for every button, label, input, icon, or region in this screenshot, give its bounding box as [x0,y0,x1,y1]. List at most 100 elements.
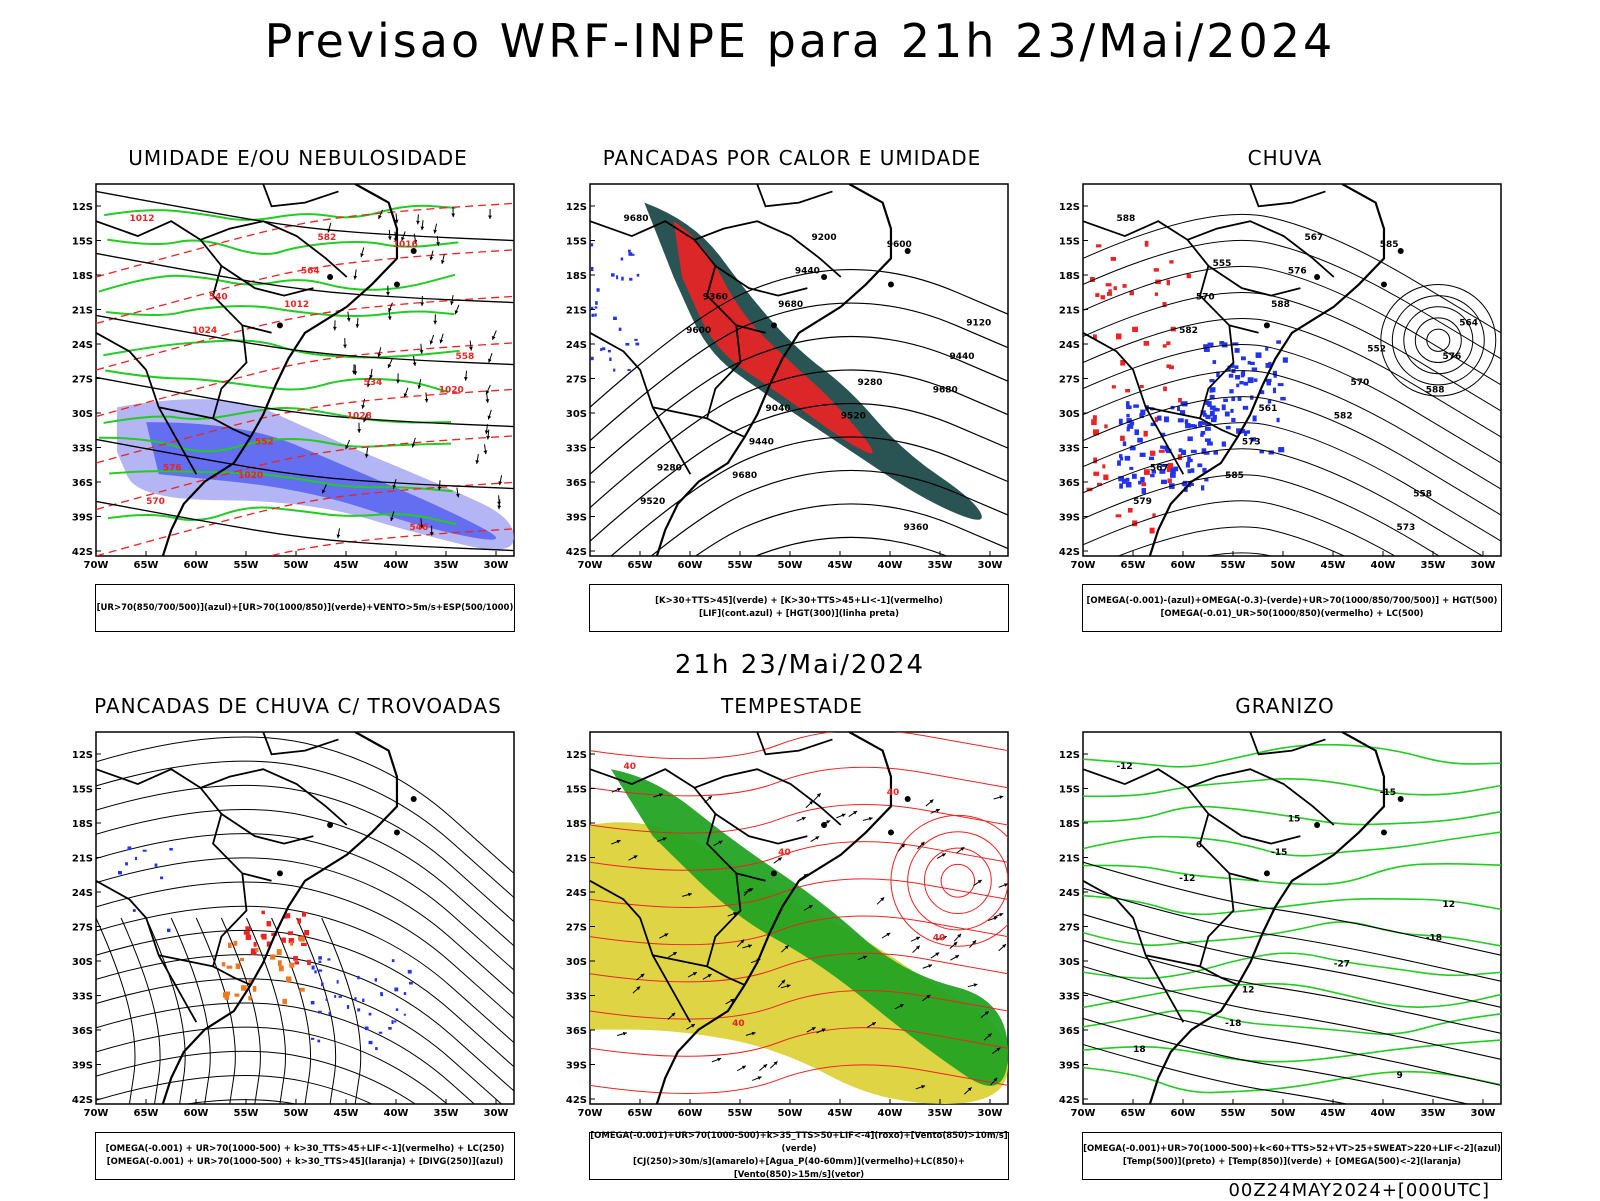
lake [1381,281,1387,287]
panel-title: PANCADAS DE CHUVA C/ TROVOADAS [63,694,533,718]
divergence-contour [127,846,131,850]
lon-label: 35W [434,560,459,571]
contour-label: 582 [318,233,337,243]
divergence-contour [337,980,339,984]
lon-label: 55W [1221,560,1246,571]
lat-label: 24S [72,888,93,899]
omega-blue-area [1210,387,1216,392]
omega-red-area [1169,260,1173,263]
omega-red-area [1163,344,1167,347]
lat-label: 39S [566,513,587,524]
omega-blue-area [1254,378,1257,381]
divergence-contour [354,998,356,1001]
omega-red-area [1163,387,1167,392]
lifted-index-contour [608,350,611,353]
contour-label: 40 [623,762,636,772]
lon-label: 45W [334,560,359,571]
omega-blue-area [1127,427,1130,432]
omega-red-area [1104,424,1107,428]
omega-red-area [1102,464,1105,468]
contour-label: 588 [1116,214,1135,224]
divergence-contour [317,1040,320,1043]
panel-legend: [OMEGA(-0.001)-(azul)+OMEGA(-0.3)-(verde… [1082,584,1502,632]
divergence-contour [169,848,173,851]
omega-red-area [1112,385,1116,388]
omega-red-area [1093,415,1097,420]
divergence-contour [318,961,321,963]
contour-label: 534 [364,378,383,388]
legend-line: [UR>70(850/700/500)](azul)+[UR>70(1000/8… [96,602,514,615]
omega-blue-area [1137,438,1143,443]
lat-label: 39S [1059,513,1080,524]
omega-blue-area [1267,381,1271,386]
omega-blue-area [1133,404,1139,407]
lon-label: 30W [484,1108,509,1119]
omega-blue-area [1235,375,1240,380]
lat-label: 30S [72,957,93,968]
divergence-contour [357,1008,360,1011]
divergence-contour [347,1005,349,1009]
divergence-contour [135,857,137,860]
contour-label: 9280 [657,463,682,473]
lon-label: 55W [728,560,753,571]
omega-red-area [1093,472,1099,476]
lat-label: 21S [566,854,587,865]
legend-line: [Temp(500)](preto) + [Temp(850)](verde) … [1083,1156,1501,1169]
storm-red-area [251,951,256,955]
omega-blue-area [1157,416,1161,421]
contour-label: 9440 [949,352,974,362]
omega-blue-area [1177,406,1180,411]
legend-line: [OMEGA(-0.001)-(azul)+OMEGA(-0.3)-(verde… [1083,595,1501,608]
lat-label: 24S [566,888,587,899]
omega-blue-area [1120,457,1123,461]
lifted-index-contour [591,314,594,317]
storm-red-area [297,918,301,923]
lon-label: 65W [134,560,159,571]
omega-blue-area [1187,436,1192,441]
lifted-index-contour [595,306,598,308]
divergence-contour [167,929,170,932]
omega-blue-area [1210,411,1215,417]
lifted-index-contour [628,250,631,253]
omega-blue-area [1186,462,1190,468]
storm-orange-area [241,985,247,991]
storm-orange-area [234,941,238,946]
divergence-contour [391,1020,393,1024]
contour-label: 9360 [904,523,929,533]
lat-label: 30S [566,409,587,420]
omega-blue-area [1181,450,1186,455]
omega-red-area [1106,283,1112,286]
lake [905,796,911,802]
contour-label: 12 [1242,985,1255,995]
lat-label: 15S [566,785,587,796]
lat-label: 15S [72,785,93,796]
lat-label: 39S [566,1061,587,1072]
divergence-contour [155,864,158,867]
lifted-index-contour [591,357,594,360]
storm-red-area [302,912,306,917]
omega-red-area [1140,385,1144,388]
divergence-contour [318,956,322,959]
lat-label: 30S [1059,957,1080,968]
map-pancadas-calor: 9680968096809680960096009520952094409440… [557,174,1027,574]
storm-orange-area [228,943,232,948]
omega-blue-area [1123,441,1126,446]
lat-label: 21S [1059,306,1080,317]
contour-label: 588 [1426,385,1445,395]
contour-label: 9600 [887,240,912,250]
lon-label: 70W [84,560,109,571]
lat-label: 36S [72,1026,93,1037]
lat-label: 12S [1059,202,1080,213]
lifted-index-contour [613,369,615,372]
lon-label: 35W [928,560,953,571]
contour-label: 1016 [393,240,418,250]
lake [1314,822,1320,828]
lon-label: 65W [628,560,653,571]
contour-label: 570 [1351,378,1370,388]
contour-label: 9280 [858,378,883,388]
divergence-contour [143,850,147,852]
contour-label: 15 [1288,814,1301,824]
contour-label: 573 [1397,523,1416,533]
divergence-contour [311,1038,314,1040]
